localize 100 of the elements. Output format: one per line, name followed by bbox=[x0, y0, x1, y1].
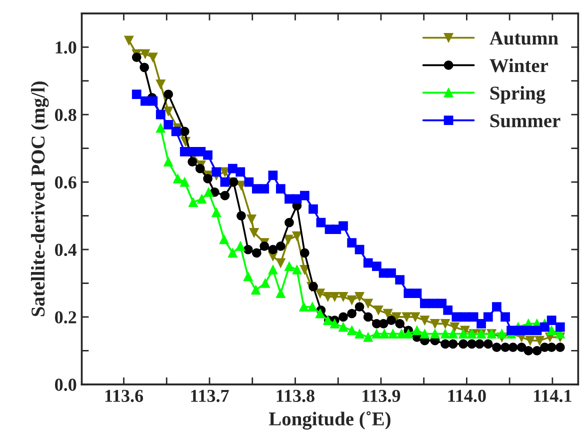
point bbox=[330, 292, 340, 302]
point bbox=[338, 312, 348, 322]
point bbox=[412, 326, 422, 336]
point bbox=[299, 302, 308, 312]
point bbox=[284, 234, 294, 244]
point bbox=[430, 319, 440, 328]
point bbox=[525, 336, 535, 346]
point bbox=[220, 177, 230, 187]
point bbox=[546, 326, 556, 336]
point bbox=[308, 204, 318, 214]
point bbox=[383, 308, 393, 318]
point bbox=[260, 241, 270, 251]
point bbox=[330, 319, 340, 328]
point bbox=[292, 231, 302, 241]
point bbox=[458, 329, 468, 339]
point bbox=[268, 244, 278, 254]
point bbox=[252, 248, 262, 258]
point bbox=[378, 319, 388, 328]
point bbox=[448, 339, 458, 349]
x-axis-title: Longitude (˚E) bbox=[268, 411, 390, 430]
point bbox=[276, 241, 286, 251]
point bbox=[243, 272, 253, 282]
point bbox=[180, 177, 190, 187]
point bbox=[338, 292, 348, 302]
x-tick-label: 114.1 bbox=[534, 390, 572, 402]
point bbox=[386, 268, 396, 278]
point bbox=[374, 306, 384, 315]
point bbox=[363, 298, 373, 308]
legend-label: Spring bbox=[490, 86, 546, 104]
point bbox=[372, 329, 382, 339]
point bbox=[276, 184, 286, 194]
point bbox=[412, 288, 422, 298]
point bbox=[251, 285, 260, 295]
point bbox=[354, 292, 364, 302]
point bbox=[500, 342, 510, 352]
x-tick-label: 113.7 bbox=[191, 390, 229, 402]
point bbox=[420, 316, 430, 326]
point bbox=[164, 106, 174, 116]
point bbox=[492, 342, 502, 352]
point bbox=[420, 329, 430, 339]
point bbox=[363, 332, 373, 342]
text: 0.0 bbox=[55, 378, 76, 391]
point bbox=[347, 238, 357, 248]
point bbox=[203, 150, 212, 160]
point bbox=[276, 258, 286, 268]
point bbox=[268, 265, 278, 274]
point bbox=[300, 190, 310, 200]
point bbox=[516, 342, 526, 352]
point bbox=[228, 248, 238, 258]
point bbox=[164, 157, 174, 166]
point bbox=[156, 123, 166, 133]
point bbox=[188, 157, 198, 166]
point bbox=[323, 292, 333, 302]
point bbox=[236, 211, 246, 220]
point bbox=[404, 288, 414, 298]
point bbox=[500, 312, 510, 322]
point bbox=[386, 316, 396, 326]
point bbox=[555, 342, 565, 352]
point bbox=[404, 329, 414, 339]
point bbox=[132, 90, 142, 100]
point bbox=[458, 339, 468, 349]
point bbox=[148, 52, 158, 62]
point bbox=[492, 302, 502, 312]
point bbox=[180, 147, 190, 156]
point bbox=[354, 329, 364, 339]
point bbox=[124, 36, 134, 46]
point bbox=[140, 49, 150, 59]
point bbox=[171, 126, 181, 136]
point bbox=[354, 244, 364, 254]
point bbox=[132, 52, 142, 62]
point bbox=[448, 329, 458, 339]
point bbox=[476, 319, 486, 328]
point bbox=[180, 126, 190, 136]
point bbox=[363, 258, 373, 268]
point bbox=[450, 322, 460, 332]
point bbox=[338, 322, 348, 332]
point bbox=[372, 262, 382, 272]
point bbox=[347, 326, 357, 336]
point bbox=[308, 302, 318, 312]
point bbox=[164, 90, 174, 100]
legend-label: Winter bbox=[490, 58, 548, 72]
point bbox=[546, 342, 556, 352]
point bbox=[164, 120, 174, 130]
point bbox=[292, 265, 302, 274]
y-tick-label: 0.6 bbox=[55, 176, 76, 189]
point bbox=[197, 194, 206, 204]
point bbox=[195, 164, 205, 174]
x-tick-label: 114.0 bbox=[448, 390, 486, 402]
point bbox=[212, 208, 222, 218]
point bbox=[284, 262, 294, 272]
point bbox=[246, 214, 256, 224]
point bbox=[347, 308, 357, 318]
point bbox=[156, 80, 166, 89]
point bbox=[388, 329, 398, 339]
x-tick-label: 113.9 bbox=[362, 390, 400, 402]
point bbox=[220, 190, 230, 200]
point bbox=[534, 336, 544, 346]
point bbox=[410, 312, 420, 322]
point bbox=[188, 198, 198, 207]
point bbox=[236, 167, 246, 177]
